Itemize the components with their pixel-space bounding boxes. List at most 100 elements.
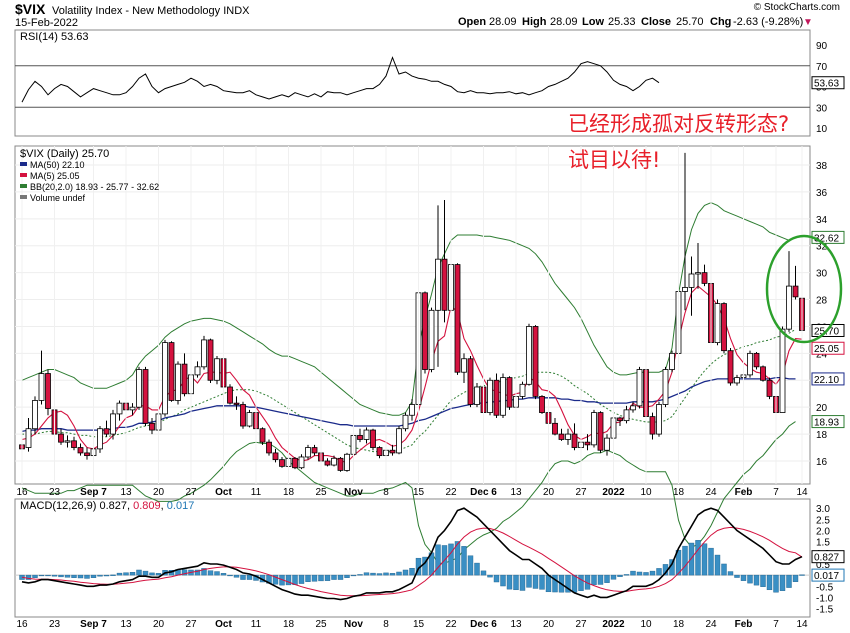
candle-body [129,406,136,411]
macd-histogram-bar [51,574,58,577]
candle-body [552,422,558,435]
candle [656,401,662,437]
bb-lower-tag-text: 18.93 [814,418,839,429]
ma5-legend: MA(5) 25.05 [30,171,80,181]
macd-legend-sep: , [161,500,167,512]
macd-hist-tag: 0.017 [811,568,845,582]
macd-histogram-bar [545,574,552,593]
candle-body [792,285,799,298]
candle-body [370,429,376,448]
candle-body [207,339,214,381]
candle [207,338,214,383]
macd-histogram-bar [311,574,318,582]
macd-histogram-bar [97,574,103,577]
x-tick-label: 8 [383,487,389,498]
x-tick-label-bottom: 22 [445,619,457,630]
candle [331,455,337,467]
macd-histogram-bar [38,574,45,577]
chart-date: 15-Feb-2022 [15,17,78,29]
macd-histogram-bar [714,554,721,576]
rsi-panel-frame [14,29,811,137]
macd-histogram-bar [363,572,370,576]
bb-legend: BB(20,2.0) 18.93 - 25.77 - 32.62 [30,182,159,192]
candle [181,353,188,397]
macd-legend-prefix: MACD(12,26,9) 0.827, [20,500,133,512]
macd-histogram-bar [357,574,363,576]
candle [493,373,500,418]
macd-histogram-bar [84,574,90,579]
candle [233,396,240,410]
candle-body [688,273,695,288]
candle [337,456,344,472]
chart-header: $VIX Volatility Index - New Methodology … [15,1,840,29]
annotation-line-2: 试目以待! [568,148,660,172]
macd-histogram-bar [500,574,506,587]
candle-body [305,447,311,458]
candle [58,428,64,445]
x-tick-label: 15 [413,487,425,498]
candle [396,426,402,455]
candle [71,436,77,451]
macd-histogram-bar [591,574,597,585]
candle [584,434,591,451]
candle-body [103,428,110,435]
x-tick-label-bottom: Dec 6 [470,619,497,630]
macd-histogram-bar [383,572,389,576]
candle [552,417,558,436]
macd-histogram-bar [617,574,623,577]
candle-body [526,326,532,385]
candle-body [558,433,565,440]
candle-body [233,402,240,405]
macd-histogram-bar [734,574,740,578]
candle [370,428,376,451]
x-tick-label-bottom: 8 [383,619,389,630]
macd-last-tag: 0.827 [811,550,845,564]
x-tick-label: 14 [796,487,808,498]
candle [571,423,578,451]
macd-histogram-bar [344,574,350,578]
candle [129,403,136,416]
candle [487,377,493,416]
x-tick-label: 22 [445,487,457,498]
x-axis-labels: 16 16 23 23 Sep 7 Sep 7 13 13 20 20 27 27 Oct Oct 11 11… [16,146,808,630]
macd-histogram-bar [142,570,149,576]
x-tick-label: 18 [283,487,295,498]
macd-histogram-bar [701,543,708,576]
candle [500,373,506,418]
x-tick-label: 10 [640,487,652,498]
candle-body [331,457,337,466]
candle-body [519,383,526,397]
macd-histogram-bar [402,569,409,576]
candle [467,356,474,408]
candle [142,366,149,427]
candle-body [493,379,500,416]
macd-histogram-bar [799,574,805,576]
candle [623,405,630,424]
macd-histogram-bar [64,574,71,578]
candle [435,205,441,367]
candle-body [506,377,513,408]
index-name: Volatility Index - New Methodology INDX [52,5,250,17]
macd-histogram-bar [454,541,461,576]
candle [38,350,45,405]
candle-body [162,342,168,415]
macd-histogram-bar [201,568,207,576]
candle [77,443,84,456]
candle-body [32,400,38,430]
candle [259,427,266,445]
macd-histogram-bar [396,571,402,576]
candle-body [532,326,539,397]
macd-histogram-bar [214,571,220,576]
close-value: 25.70 [676,16,704,28]
low-value: 25.33 [608,16,636,28]
candle [734,374,740,386]
candle [753,352,760,370]
candle [298,454,305,470]
candle-body [357,435,363,440]
macd-histogram-bar [155,573,162,576]
candle-body [396,428,402,454]
x-tick-label-bottom: 27 [185,619,197,630]
candle-body [292,457,298,469]
candle-body [766,379,773,397]
candle-body [84,452,90,457]
